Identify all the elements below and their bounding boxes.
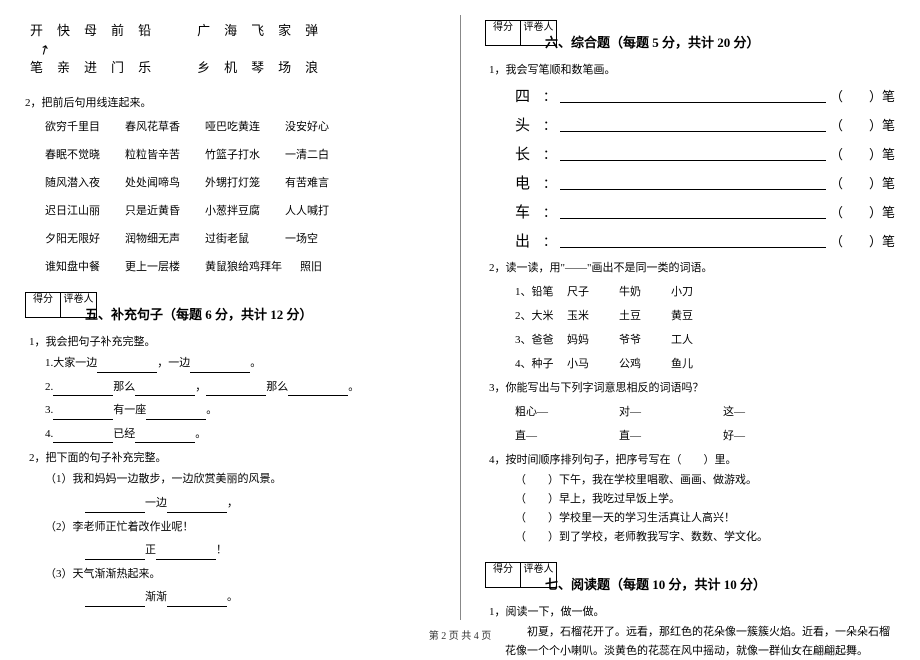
char: 亲 bbox=[57, 57, 70, 76]
section-5-title: 五、补充句子（每题 6 分，共计 12 分） bbox=[85, 304, 435, 323]
match-row: 春眠不觉晓粒粒皆辛苦竹篮子打水一清二白 bbox=[45, 146, 435, 162]
s5-q2-item: （1）我和妈妈一边散步，一边欣赏美丽的风景。 bbox=[25, 471, 435, 489]
match-row: 随风潜入夜处处闻啼鸟外甥打灯笼有苦难言 bbox=[45, 174, 435, 190]
s7-q1: 1，阅读一下，做一做。 bbox=[489, 603, 895, 619]
s6-q1: 1，我会写笔顺和数笔画。 bbox=[489, 61, 895, 77]
section-6-title: 六、综合题（每题 5 分，共计 20 分） bbox=[545, 32, 895, 51]
score-label: 得分 bbox=[485, 562, 521, 588]
order-line: （ ）下午，我在学校里唱歌、画画、做游戏。 bbox=[485, 471, 895, 487]
fill-line: 正！ bbox=[25, 542, 435, 560]
match-row: 夕阳无限好润物细无声过街老鼠一场空 bbox=[45, 230, 435, 246]
opposite-row: 粗心—对—这— bbox=[485, 403, 895, 419]
char: 快 bbox=[57, 20, 70, 39]
match-row: 欲穷千里目春风花草香哑巴吃黄连没安好心 bbox=[45, 118, 435, 134]
stroke-row: 头：（ ）笔 bbox=[515, 114, 895, 135]
char: 门 bbox=[111, 57, 124, 76]
char: 海 bbox=[224, 20, 237, 39]
char-row-1: 开 快 母 前 铅 广 海 飞 家 弹 bbox=[25, 20, 435, 39]
fill-line: 渐渐。 bbox=[25, 589, 435, 607]
order-line: （ ）学校里一天的学习生活真让人高兴！ bbox=[485, 509, 895, 525]
stroke-row: 车：（ ）笔 bbox=[515, 201, 895, 222]
order-line: （ ）到了学校，老师教我写字、数数、学文化。 bbox=[485, 528, 895, 544]
stroke-row: 出：（ ）笔 bbox=[515, 230, 895, 251]
page-footer: 第 2 页 共 4 页 bbox=[0, 627, 920, 642]
right-column: 得分 评卷人 六、综合题（每题 5 分，共计 20 分） 1，我会写笔顺和数笔画… bbox=[460, 0, 920, 650]
s6-q2: 2，读一读，用"——"画出不是同一类的词语。 bbox=[489, 259, 895, 275]
s5-q2-item: （3）天气渐渐热起来。 bbox=[25, 566, 435, 584]
char: 进 bbox=[84, 57, 97, 76]
matching-block: 欲穷千里目春风花草香哑巴吃黄连没安好心 春眠不觉晓粒粒皆辛苦竹篮子打水一清二白 … bbox=[25, 118, 435, 274]
order-line: （ ）早上，我吃过早饭上学。 bbox=[485, 490, 895, 506]
stroke-row: 四：（ ）笔 bbox=[515, 85, 895, 106]
s5-q2: 2，把下面的句子补充完整。 bbox=[29, 449, 435, 465]
s6-q4: 4，按时间顺序排列句子，把序号写在（ ）里。 bbox=[489, 451, 895, 467]
char: 弹 bbox=[305, 20, 318, 39]
char: 家 bbox=[278, 20, 291, 39]
char: 母 bbox=[84, 20, 97, 39]
fill-line: 4.已经。 bbox=[25, 426, 435, 444]
char: 飞 bbox=[251, 20, 264, 39]
char-row-2: 笔 亲 进 门 乐 乡 机 琴 场 浪 bbox=[25, 57, 435, 76]
char: 笔 bbox=[30, 57, 43, 76]
char: 前 bbox=[111, 20, 124, 39]
fill-line: 一边， bbox=[25, 495, 435, 513]
char: 场 bbox=[278, 57, 291, 76]
s5-q1: 1，我会把句子补充完整。 bbox=[29, 333, 435, 349]
char: 乡 bbox=[197, 57, 210, 76]
s6-q3: 3，你能写出与下列字词意思相反的词语吗？ bbox=[489, 379, 895, 395]
stroke-row: 电：（ ）笔 bbox=[515, 172, 895, 193]
word-row: 1、铅笔尺子牛奶小刀 bbox=[485, 283, 895, 299]
fill-line: 3.有一座。 bbox=[25, 402, 435, 420]
word-row: 2、大米玉米土豆黄豆 bbox=[485, 307, 895, 323]
word-row: 3、爸爸妈妈爷爷工人 bbox=[485, 331, 895, 347]
char: 浪 bbox=[305, 57, 318, 76]
left-column: 开 快 母 前 铅 广 海 飞 家 弹 ↗ 笔 亲 进 门 乐 乡 机 琴 场 … bbox=[0, 0, 460, 650]
match-row: 谁知盘中餐更上一层楼黄鼠狼给鸡拜年照旧 bbox=[45, 258, 435, 274]
char: 铅 bbox=[138, 20, 151, 39]
q2-title: 2，把前后句用线连起来。 bbox=[25, 94, 435, 110]
char: 机 bbox=[224, 57, 237, 76]
opposite-row: 直—直—好— bbox=[485, 427, 895, 443]
word-row: 4、种子小马公鸡鱼儿 bbox=[485, 355, 895, 371]
char: 琴 bbox=[251, 57, 264, 76]
fill-line: 1.大家一边，一边。 bbox=[25, 355, 435, 373]
stroke-row: 长：（ ）笔 bbox=[515, 143, 895, 164]
char: 广 bbox=[197, 20, 210, 39]
fill-line: 2.那么，那么。 bbox=[25, 379, 435, 397]
score-label: 得分 bbox=[25, 292, 61, 318]
char: 开 bbox=[30, 20, 43, 39]
match-row: 迟日江山丽只是近黄昏小葱拌豆腐人人喊打 bbox=[45, 202, 435, 218]
section-7-title: 七、阅读题（每题 10 分，共计 10 分） bbox=[545, 574, 895, 593]
score-label: 得分 bbox=[485, 20, 521, 46]
s5-q2-item: （2）李老师正忙着改作业呢！ bbox=[25, 519, 435, 537]
char: 乐 bbox=[138, 57, 151, 76]
